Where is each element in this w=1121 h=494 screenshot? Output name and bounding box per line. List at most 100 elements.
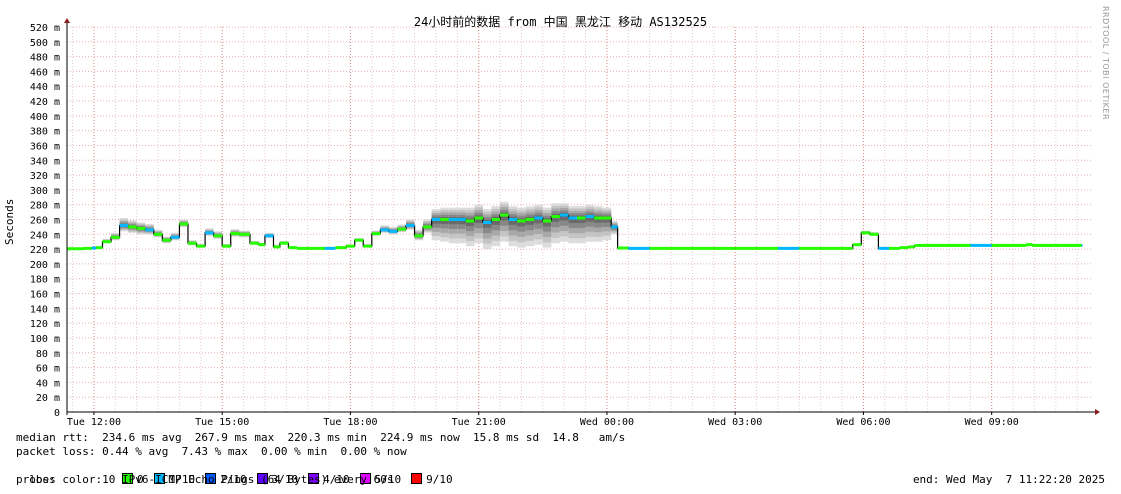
median-rtt-segment [1047,243,1065,247]
loss-legend-item: 1/10 [153,473,196,486]
median-rtt-segment [927,243,949,247]
median-rtt-segment [474,216,483,220]
median-rtt-segment [448,218,458,221]
median-rtt-segment [568,216,578,220]
loss-legend-item: 5/10 [359,473,401,486]
chart-title: 24小时前的数据 from 中国 黑龙江 移动 AS132525 [413,15,708,29]
loss-legend-item: 0 [121,473,144,486]
median-rtt-segment [525,218,535,221]
y-tick-label: 500 m [30,38,60,49]
median-rtt-segment [249,241,259,245]
median-rtt-segment [517,219,526,223]
median-rtt-segment [482,220,492,224]
median-rtt-segment [102,240,112,244]
median-rtt-segment [1032,243,1048,247]
median-rtt-segment [534,216,543,220]
median-rtt-segment [908,245,915,249]
loss-swatch [256,473,268,484]
loss-legend-label: 3/10 [271,473,299,486]
median-rtt-segment [585,215,595,219]
median-rtt-segment [307,246,317,250]
y-tick-label: 400 m [30,112,60,123]
median-rtt-segment [119,223,129,227]
y-tick-label: 280 m [30,201,60,212]
median-rtt-segment [671,246,693,250]
loss-legend-item: 9/10 [411,473,453,486]
y-tick-label: 140 m [30,304,60,315]
median-rtt-segment [74,247,84,251]
loss-swatch [153,473,165,484]
median-rtt-segment [1081,243,1083,247]
x-tick-label: Tue 15:00 [195,417,249,428]
median-rtt-segment [111,235,120,239]
median-rtt-segment [861,231,870,235]
y-tick-label: 460 m [30,67,60,78]
median-rtt-segment [457,218,466,221]
median-rtt-segment [820,246,843,250]
median-rtt-segment [889,246,900,250]
y-tick-label: 200 m [30,260,60,271]
median-rtt-segment [380,228,389,232]
loss-legend-label: 1/10 [168,473,196,486]
median-rtt-segment [799,246,821,250]
median-rtt-segment [296,246,308,250]
median-rtt-segment [264,234,274,238]
median-rtt-segment [431,218,441,221]
packet-loss-stats: packet loss: 0.44 % avg 7.43 % max 0.00 … [16,445,407,458]
median-rtt-segment [500,213,509,217]
median-rtt-segment [406,223,415,227]
median-rtt-segment [279,241,289,245]
median-rtt-segment [602,216,612,220]
x-tick-label: Tue 12:00 [67,417,121,428]
median-rtt-segment [649,246,672,250]
median-rtt-segment [354,238,364,242]
x-tick-label: Tue 18:00 [323,417,377,428]
median-rtt-segment [508,218,518,221]
median-rtt-segment [423,225,432,229]
loss-swatch [359,473,371,484]
y-tick-label: 240 m [30,230,60,241]
y-tick-label: 100 m [30,334,60,345]
y-tick-label: 260 m [30,216,60,227]
median-rtt-segment [316,246,325,250]
loss-swatch [411,473,423,484]
x-axis-arrow [1095,409,1100,415]
median-rtt-segment [187,241,197,245]
median-rtt-segment [239,232,250,236]
y-axis-arrow [64,18,70,23]
y-tick-label: 120 m [30,319,60,330]
median-rtt-segment [179,222,188,226]
y-tick-label: 40 m [36,378,60,389]
y-tick-label: 320 m [30,171,60,182]
y-tick-label: 60 m [36,364,60,375]
median-rtt-segment [222,244,231,248]
median-rtt-segment [170,235,180,239]
loss-legend-label: 9/10 [426,473,453,486]
end-timestamp: end: Wed May 7 11:22:20 2025 [912,473,1105,486]
median-rtt-segment [713,246,736,250]
median-rtt-segment [273,245,280,249]
median-rtt-segment [1013,243,1026,247]
median-rtt-segment [205,231,214,235]
median-rtt-segment [1025,243,1033,247]
median-rtt-segment [1064,243,1082,247]
y-tick-label: 360 m [30,141,60,152]
median-rtt-segment [899,246,909,250]
y-tick-label: 220 m [30,245,60,256]
median-rtt-segment [288,246,297,250]
loss-swatch [205,473,217,484]
y-tick-label: 180 m [30,275,60,286]
x-tick-label: Tue 21:00 [452,417,506,428]
median-rtt-segment [324,246,336,250]
loss-swatch [121,473,133,484]
loss-legend-item: 4/10 [308,473,350,486]
y-tick-label: 300 m [30,186,60,197]
loss-legend-label: 0 [136,473,144,486]
median-rtt-segment [692,246,714,250]
median-rtt-segment [162,238,171,242]
x-tick-label: Wed 00:00 [580,417,634,428]
median-rtt-segment [145,228,154,232]
median-rtt-segment [878,246,890,250]
median-rtt-segment [196,244,206,248]
